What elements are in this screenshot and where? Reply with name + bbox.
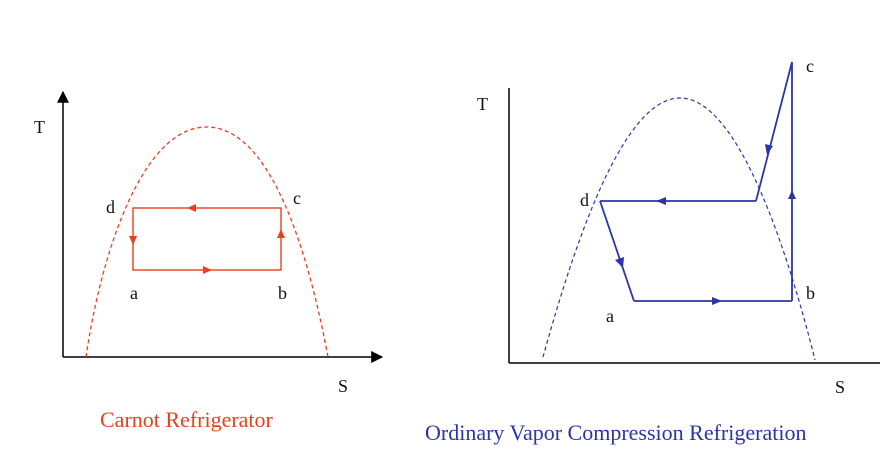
vapor-caption: Ordinary Vapor Compression Refrigeration [425,420,806,445]
carnot-point-b: b [278,283,287,303]
vapor-segment-d-to-a [599,200,635,302]
vapor-arrow-d-to-a [615,257,624,268]
carnot-point-c: c [293,188,301,208]
vapor-axis-y-label: T [477,94,488,114]
carnot-axis-x-label: S [338,376,348,396]
carnot-axis-y-label: T [34,117,45,137]
carnot-arrow-c-to-d [187,204,196,212]
vapor-point-b: b [806,283,815,303]
carnot-arrow-a-to-b [203,266,212,274]
carnot-cycle [132,207,282,271]
vapor-arrow-c-to-d [656,197,666,205]
carnot-saturation-dome [85,126,329,358]
vapor-point-a: a [606,306,614,326]
carnot-caption: Carnot Refrigerator [100,407,274,432]
carnot-arrow-b-to-c [277,229,285,238]
vapor-compression-diagram: T S d c a b Ordinary Vapor Compression R… [425,56,880,445]
vapor-point-c: c [806,56,814,76]
carnot-arrow-d-to-a [129,236,137,245]
vapor-arrow-c-to-sat [765,144,773,155]
vapor-point-d: d [580,190,589,210]
vapor-arrow-b-to-c [788,190,796,199]
vapor-saturation-dome [542,97,816,361]
vapor-arrow-a-to-b [712,297,722,305]
carnot-point-a: a [130,283,138,303]
vapor-cycle [599,61,793,302]
carnot-point-d: d [106,197,115,217]
vapor-axis-x-label: S [835,377,845,397]
carnot-diagram: T S d c a b Carnot Refrigerator [34,90,384,432]
vapor-segment-c-to-sat [755,61,793,202]
